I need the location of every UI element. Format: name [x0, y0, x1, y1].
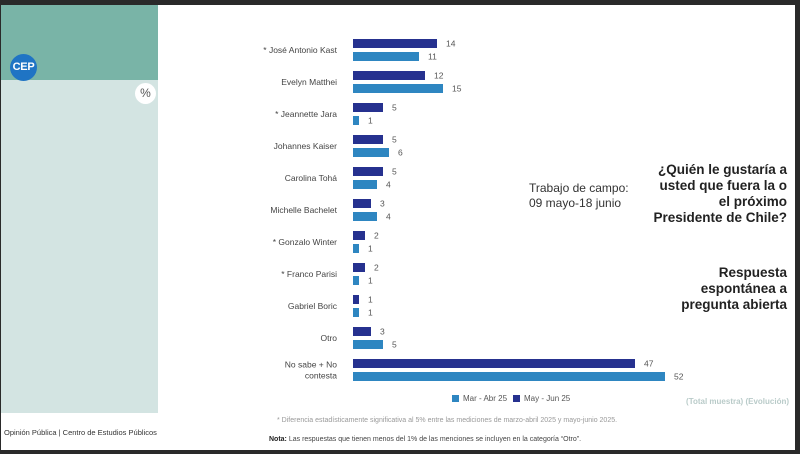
source-footer: Opinión Pública | Centro de Estudios Púb…: [4, 428, 157, 437]
data-label-may-jun-25-otro: 3: [380, 327, 385, 337]
bar-may-jun-25-no-sabe-no-contesta: [353, 359, 635, 368]
question-title: ¿Quién le gustaría a usted que fuera la …: [653, 162, 787, 225]
category-label-jeannette-jara: * Jeannette Jara: [275, 109, 337, 119]
bar-mar-abr-25-no-sabe-no-contesta: [353, 372, 665, 381]
category-label-jos-antonio-kast: * José Antonio Kast: [263, 45, 337, 55]
data-label-may-jun-25-no-sabe-no-contesta: 47: [644, 359, 654, 369]
category-label-michelle-bachelet: Michelle Bachelet: [270, 205, 337, 215]
fieldwork-range: 09 mayo-18 junio: [529, 196, 622, 210]
note-text: Las respuestas que tienen menos del 1% d…: [286, 436, 582, 443]
data-label-mar-abr-25-michelle-bachelet: 4: [386, 212, 391, 222]
data-label-may-jun-25-johannes-kaiser: 5: [392, 135, 397, 145]
data-label-mar-abr-25-carolina-toh: 4: [386, 180, 391, 190]
bar-mar-abr-25-johannes-kaiser: [353, 148, 389, 157]
data-label-may-jun-25-jeannette-jara: 5: [392, 103, 397, 113]
bar-may-jun-25-carolina-toh: [353, 167, 383, 176]
bar-mar-abr-25-franco-parisi: [353, 276, 359, 285]
data-label-mar-abr-25-franco-parisi: 1: [368, 276, 373, 286]
data-label-mar-abr-25-otro: 5: [392, 340, 397, 350]
bar-may-jun-25-michelle-bachelet: [353, 199, 371, 208]
chart-legend: Mar - Abr 25 May - Jun 25: [452, 394, 576, 403]
bar-may-jun-25-otro: [353, 327, 371, 336]
bar-mar-abr-25-jeannette-jara: [353, 116, 359, 125]
data-label-mar-abr-25-jeannette-jara: 1: [368, 116, 373, 126]
category-label-no-sabe-no-contesta: contesta: [305, 371, 337, 381]
category-label-gonzalo-winter: * Gonzalo Winter: [273, 237, 337, 247]
data-label-may-jun-25-franco-parisi: 2: [374, 263, 379, 273]
data-label-mar-abr-25-gabriel-boric: 1: [368, 308, 373, 318]
bar-mar-abr-25-jos-antonio-kast: [353, 52, 419, 61]
bar-may-jun-25-evelyn-matthei: [353, 71, 425, 80]
bar-may-jun-25-gonzalo-winter: [353, 231, 365, 240]
question-subtitle: Respuesta espontánea a pregunta abierta: [681, 265, 787, 312]
category-label-evelyn-matthei: Evelyn Matthei: [281, 77, 337, 87]
data-label-mar-abr-25-evelyn-matthei: 15: [452, 84, 462, 94]
cep-logo: CEP: [10, 54, 37, 81]
bar-mar-abr-25-carolina-toh: [353, 180, 377, 189]
bar-may-jun-25-jeannette-jara: [353, 103, 383, 112]
slide: CEP % ¿Quién le gustaría a usted que fue…: [1, 5, 795, 450]
bar-mar-abr-25-michelle-bachelet: [353, 212, 377, 221]
bar-may-jun-25-gabriel-boric: [353, 295, 359, 304]
data-label-mar-abr-25-jos-antonio-kast: 11: [428, 52, 437, 62]
category-label-gabriel-boric: Gabriel Boric: [288, 301, 338, 311]
data-label-may-jun-25-evelyn-matthei: 12: [434, 71, 444, 81]
bar-mar-abr-25-evelyn-matthei: [353, 84, 443, 93]
category-label-no-sabe-no-contesta: No sabe + No: [285, 360, 337, 370]
fieldwork-label: Trabajo de campo:: [529, 181, 629, 195]
bar-mar-abr-25-gonzalo-winter: [353, 244, 359, 253]
data-label-may-jun-25-jos-antonio-kast: 14: [446, 39, 456, 49]
legend-swatch-mar-abr: [452, 395, 459, 402]
sample-note: (Total muestra) (Evolución): [686, 397, 789, 406]
note-label: Nota:: [269, 436, 287, 443]
bar-may-jun-25-franco-parisi: [353, 263, 365, 272]
data-label-mar-abr-25-johannes-kaiser: 6: [398, 148, 403, 158]
bar-mar-abr-25-gabriel-boric: [353, 308, 359, 317]
data-label-may-jun-25-gabriel-boric: 1: [368, 295, 373, 305]
category-label-johannes-kaiser: Johannes Kaiser: [274, 141, 337, 151]
data-label-may-jun-25-gonzalo-winter: 2: [374, 231, 379, 241]
legend-swatch-may-jun: [513, 395, 521, 402]
data-label-may-jun-25-carolina-toh: 5: [392, 167, 397, 177]
bar-mar-abr-25-otro: [353, 340, 383, 349]
bar-may-jun-25-jos-antonio-kast: [353, 39, 437, 48]
percent-badge: %: [135, 83, 156, 104]
significance-footnote: * Diferencia estadísticamente significat…: [277, 417, 618, 424]
legend-item-may-jun: May - Jun 25: [513, 394, 570, 403]
category-label-carolina-toh: Carolina Tohá: [285, 173, 338, 183]
data-label-mar-abr-25-no-sabe-no-contesta: 52: [674, 372, 684, 382]
fieldwork-dates: Trabajo de campo: 09 mayo-18 junio: [529, 181, 629, 211]
data-label-mar-abr-25-gonzalo-winter: 1: [368, 244, 373, 254]
legend-item-mar-abr: Mar - Abr 25: [452, 394, 507, 403]
sidebar-panel: [1, 80, 158, 413]
category-label-otro: Otro: [320, 333, 337, 343]
category-label-franco-parisi: * Franco Parisi: [281, 269, 337, 279]
legend-label-mar-abr: Mar - Abr 25: [463, 394, 508, 403]
bar-may-jun-25-johannes-kaiser: [353, 135, 383, 144]
note: Nota: Las respuestas que tienen menos de…: [269, 436, 581, 443]
legend-label-may-jun: May - Jun 25: [524, 394, 571, 403]
data-label-may-jun-25-michelle-bachelet: 3: [380, 199, 385, 209]
